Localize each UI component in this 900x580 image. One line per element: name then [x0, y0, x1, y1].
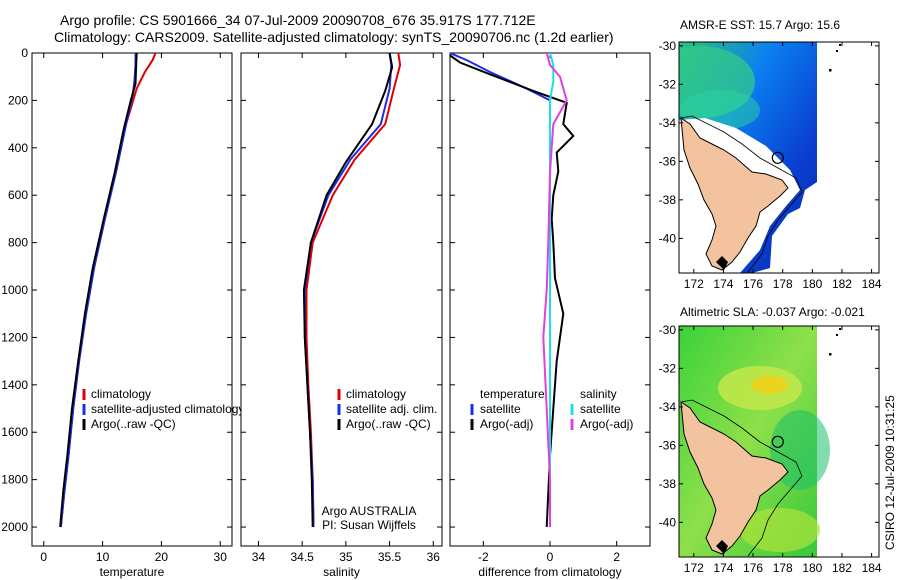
- temperature-frame: [31, 52, 233, 547]
- difference-legend-header: temperature: [480, 387, 545, 401]
- temperature-legend-label: satellite-adjusted climatology: [91, 402, 244, 416]
- salinity-frame: [240, 52, 443, 547]
- map_sla-xtick-label: 176: [743, 561, 763, 575]
- difference-series: [450, 53, 575, 528]
- salinity-annotation: Argo AUSTRALIA: [322, 504, 417, 518]
- salinity-xtick-label: 36: [427, 550, 441, 564]
- temperature-xtick-label: 10: [96, 550, 110, 564]
- difference-line-temperature-argo: [450, 54, 575, 528]
- sla-map: 172 174 176 178 180 182 184-30-32-34-36-38-40 …: [659, 305, 882, 575]
- depth-tick-label: 1200: [1, 330, 28, 344]
- depth-tick-label: 1600: [1, 425, 28, 439]
- difference-line-salinity-argo: [542, 53, 568, 527]
- map_sla-ytick-label: -40: [659, 515, 677, 529]
- depth-tick-label: 2000: [1, 520, 28, 534]
- temperature-legend-label: climatology: [91, 387, 151, 401]
- depth-tick-label: 1400: [1, 378, 28, 392]
- map_sst-xtick-label: 182: [832, 277, 852, 291]
- temperature-xlabel: temperature: [100, 565, 165, 579]
- salinity-line-argo: [302, 53, 394, 528]
- map_sla-ytick-label: -36: [659, 438, 677, 452]
- salinity-legend-label: Argo(..raw -QC): [346, 417, 431, 431]
- difference-xtick-label: 2: [613, 550, 620, 564]
- timestamp-stamp: CSIRO 12-Jul-2009 10:31:25: [883, 395, 897, 550]
- map_sst-xtick-label: 172: [684, 277, 704, 291]
- depth-tick-label: 200: [8, 93, 28, 107]
- argo-float-marker: [771, 151, 784, 164]
- map_sla-xtick-label: 180: [802, 561, 822, 575]
- map_sla-ytick-label: -34: [659, 400, 677, 414]
- temperature-xtick-label: 30: [214, 550, 228, 564]
- difference-legend-label: Argo(-adj): [580, 417, 633, 431]
- salinity-legend-label: satellite adj. clim.: [346, 402, 437, 416]
- map_sst-xtick-label: 174: [713, 277, 733, 291]
- temperature-xtick-label: 20: [155, 550, 169, 564]
- temperature-line-satellite: [59, 53, 137, 528]
- difference-legend-label: satellite: [480, 402, 521, 416]
- plot-title-line2: Climatology: CARS2009. Satellite-adjuste…: [54, 29, 614, 45]
- argo-float-marker: [771, 435, 784, 448]
- temperature-panel: 0 10 20 30 0 200 400 600 800 1000 1200 1400 1600 1800…: [1, 46, 244, 579]
- salinity-xtick-label: 35: [339, 550, 353, 564]
- depth-tick-label: 1000: [1, 283, 28, 297]
- difference-xlabel: difference from climatology: [478, 565, 621, 579]
- salinity-panel: 34 34.5 35 35.5 36 salinity climatologysatelli…: [240, 52, 443, 579]
- sla-map-title: Altimetric SLA: -0.037 Argo: -0.021: [680, 305, 865, 319]
- temperature-legend-label: Argo(..raw -QC): [91, 417, 176, 431]
- difference-xtick-label: 0: [547, 550, 554, 564]
- salinity-xtick-label: 34.5: [290, 550, 314, 564]
- plot-title-line1: Argo profile: CS 5901666_34 07-Jul-2009 …: [60, 12, 536, 28]
- map_sst-ytick-label: -32: [659, 77, 677, 91]
- depth-tick-label: 800: [8, 236, 28, 250]
- map_sla-xtick-label: 182: [832, 561, 852, 575]
- depth-tick-label: 0: [21, 46, 28, 60]
- map_sst-ytick-label: -38: [659, 193, 677, 207]
- nz-land-sla: [680, 401, 789, 555]
- map_sst-ytick-label: -34: [659, 116, 677, 130]
- salinity-xlabel: salinity: [323, 565, 360, 579]
- map_sst-xtick-label: 184: [862, 277, 882, 291]
- map_sla-xtick-label: 172: [684, 561, 704, 575]
- map_sla-ytick-label: -30: [659, 323, 677, 337]
- salinity-xtick-label: 35.5: [378, 550, 402, 564]
- temperature-xtick-label: 0: [40, 550, 47, 564]
- map_sst-xtick-label: 176: [743, 277, 763, 291]
- sst-map-title: AMSR-E SST: 15.7 Argo: 15.6: [680, 18, 840, 32]
- map_sst-ytick-label: -40: [659, 231, 677, 245]
- salinity-series: [302, 53, 402, 528]
- depth-tick-label: 600: [8, 188, 28, 202]
- map_sla-xtick-label: 174: [713, 561, 733, 575]
- map_sla-ytick-label: -38: [659, 477, 677, 491]
- temperature-series: [59, 53, 157, 528]
- map_sst-xtick-label: 180: [802, 277, 822, 291]
- salinity-xtick-label: 34: [252, 550, 266, 564]
- salinity-legend-label: climatology: [346, 387, 406, 401]
- difference-legend-label: satellite: [580, 402, 621, 416]
- difference-legend-header: salinity: [580, 387, 617, 401]
- sst-map: 172 174 176 178 180 182 184-30-32-34-36-38-40 …: [659, 18, 882, 291]
- map_sst-ytick-label: -36: [659, 154, 677, 168]
- map_sst-xtick-label: 178: [773, 277, 793, 291]
- map_sla-xtick-label: 184: [862, 561, 882, 575]
- difference-legend-label: Argo(-adj): [480, 417, 533, 431]
- temperature-line-argo: [59, 53, 138, 528]
- depth-tick-label: 1800: [1, 473, 28, 487]
- nz-land-sst: [680, 117, 789, 271]
- depth-tick-label: 400: [8, 141, 28, 155]
- map_sla-ytick-label: -32: [659, 361, 677, 375]
- salinity-annotation: PI: Susan Wijffels: [322, 518, 416, 532]
- map_sst-ytick-label: -30: [659, 39, 677, 53]
- map_sla-xtick-label: 178: [773, 561, 793, 575]
- difference-xtick-label: -2: [478, 550, 489, 564]
